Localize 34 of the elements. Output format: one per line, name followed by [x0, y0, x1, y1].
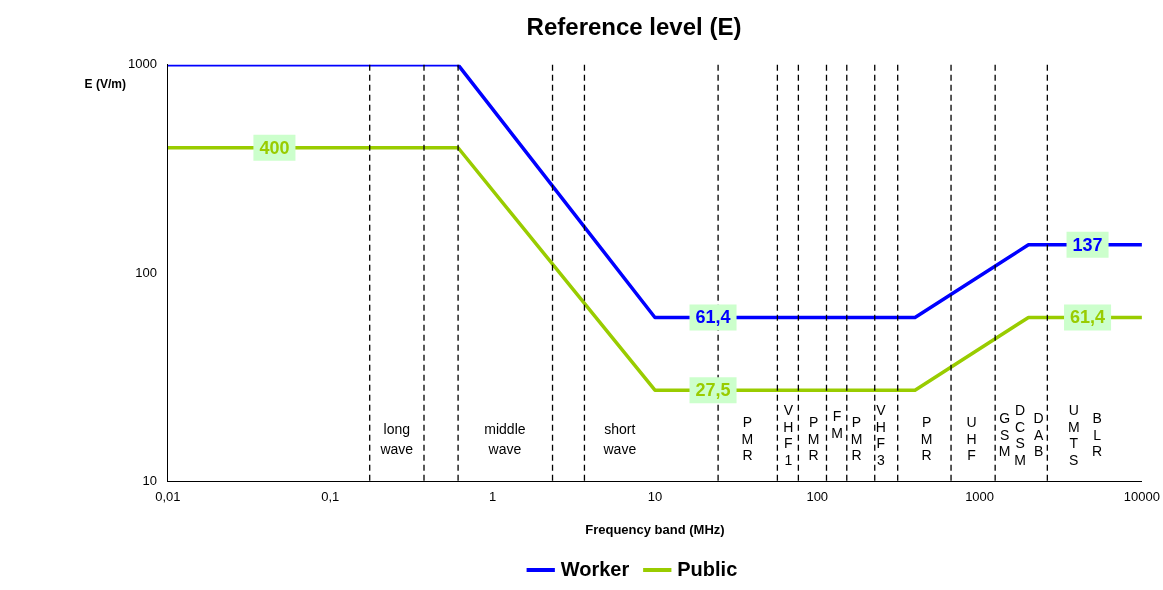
x-tick-label: 100 — [806, 489, 829, 505]
annotation: PMR — [807, 414, 820, 464]
x-tick-label: 0,1 — [321, 489, 340, 505]
annotation: short wave — [602, 420, 637, 457]
annotation: UMTS — [1067, 402, 1080, 468]
annotation: GSM — [998, 410, 1011, 460]
legend-label: Worker — [560, 557, 630, 580]
data-label: 27,5 — [695, 380, 731, 401]
annotation: DCSM — [1014, 402, 1027, 468]
x-tick-label: 1000 — [965, 489, 995, 505]
y-axis-title: E (V/m) — [84, 77, 126, 92]
x-tick-label: 10000 — [1123, 489, 1160, 505]
annotation: middle wave — [484, 420, 526, 457]
x-tick-label: 1 — [488, 489, 497, 505]
annotation: PMR — [850, 414, 863, 464]
annotation: long wave — [379, 420, 414, 457]
legend-label: Public — [677, 557, 738, 580]
x-axis-title: Frequency band (MHz) — [585, 521, 725, 537]
annotation: VHF3 — [875, 402, 887, 468]
y-tick-label: 1000 — [128, 56, 157, 72]
data-label: 61,4 — [695, 307, 731, 328]
annotation: PMR — [920, 414, 933, 464]
x-tick-label: 0,01 — [155, 489, 181, 505]
data-label: 61,4 — [1070, 307, 1106, 328]
annotation: DAB — [1033, 410, 1045, 460]
annotation: FM — [831, 408, 843, 441]
y-tick-label: 100 — [135, 264, 157, 280]
chart-title: Reference level (E) — [526, 13, 742, 41]
annotation: VHF1 — [783, 402, 794, 468]
annotation: PMR — [741, 414, 754, 464]
x-tick-label: 10 — [647, 489, 663, 505]
y-tick-label: 10 — [142, 473, 157, 489]
annotation: BLR — [1092, 410, 1103, 460]
annotation: UHF — [966, 414, 977, 464]
